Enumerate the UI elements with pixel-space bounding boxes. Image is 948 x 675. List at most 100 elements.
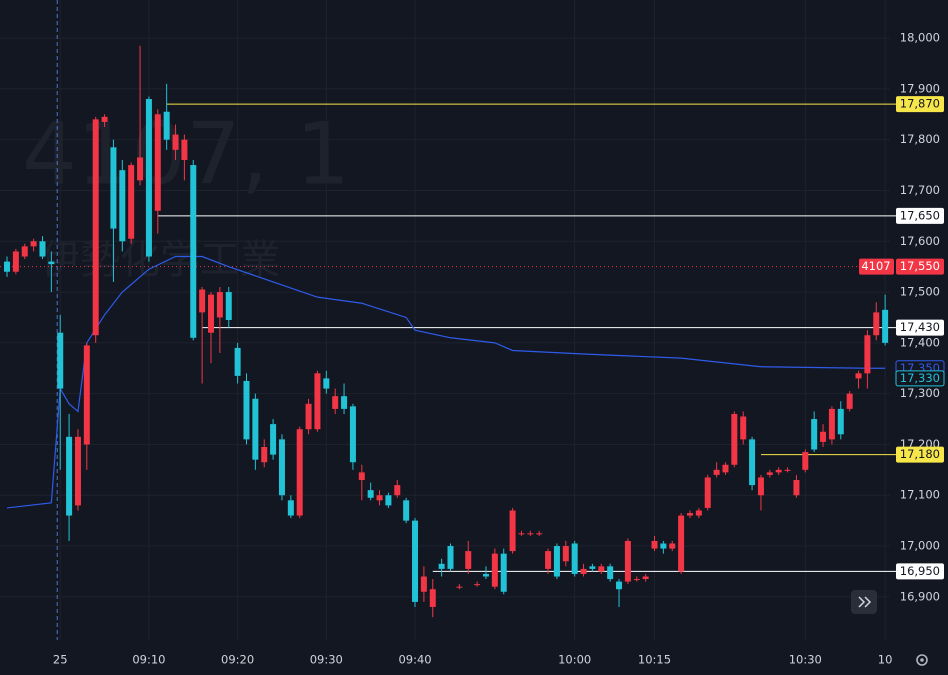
candle-body — [367, 490, 374, 498]
candle-body — [190, 165, 197, 338]
candle-body — [261, 446, 268, 463]
candle-body — [545, 551, 552, 569]
candle-body — [358, 472, 365, 480]
price-tag-label: 17,330 — [900, 371, 940, 385]
candle-body — [864, 335, 871, 374]
candle-body — [474, 584, 481, 586]
y-tick-label: 17,700 — [900, 183, 940, 197]
candle-body — [598, 566, 605, 572]
candle-body — [456, 586, 463, 588]
candle-body — [828, 408, 835, 440]
level-tag — [896, 446, 944, 463]
candle-body — [438, 563, 445, 569]
candle-body — [429, 589, 436, 607]
candle-body — [518, 533, 525, 535]
candle-body — [83, 345, 90, 445]
candle-body — [837, 408, 844, 435]
candle-body — [749, 439, 756, 486]
candle-body — [208, 294, 215, 333]
candle-body — [846, 393, 853, 409]
candle-body — [660, 543, 667, 549]
candle-body — [181, 139, 188, 160]
candle-body — [323, 378, 330, 389]
candle-body — [553, 546, 560, 577]
y-tick-label: 17,600 — [900, 234, 940, 248]
candle-body — [74, 436, 81, 506]
x-tick-label: 09:30 — [310, 653, 343, 667]
candle-body — [491, 553, 498, 587]
candle-body — [642, 576, 649, 580]
candle-body — [128, 165, 135, 239]
x-tick-label: 10 — [878, 653, 893, 667]
watermark-name: 伊勢化学工業 — [40, 237, 280, 283]
candle-body — [137, 157, 144, 181]
x-tick-label: 09:10 — [132, 653, 165, 667]
candle-body — [101, 116, 108, 122]
candle-body — [39, 241, 46, 257]
candle-body — [92, 119, 99, 336]
candle-body — [420, 576, 427, 592]
candle-body — [686, 513, 693, 516]
candle-body — [403, 500, 410, 521]
price-tag — [896, 258, 944, 275]
candle-body — [651, 540, 658, 549]
candle-body — [412, 520, 419, 602]
candle-body — [119, 170, 126, 242]
y-tick-label: 17,800 — [900, 132, 940, 146]
candle-body — [4, 261, 10, 272]
y-tick-label: 16,900 — [900, 589, 940, 603]
y-tick-label: 17,000 — [900, 539, 940, 553]
level-tag — [896, 563, 944, 580]
candle-body — [296, 429, 303, 516]
x-tick-label: 09:40 — [398, 653, 431, 667]
candle-body — [678, 515, 685, 572]
settings-button[interactable] — [916, 654, 928, 666]
candle-body — [562, 546, 569, 562]
candle-body — [243, 380, 250, 440]
candle-body — [811, 419, 818, 450]
candle-body — [314, 373, 321, 430]
candle-body — [607, 566, 614, 580]
level-label: 16,950 — [900, 564, 940, 578]
candle-body — [270, 424, 277, 455]
candle-body — [163, 111, 170, 140]
candle-body — [616, 581, 623, 590]
candle-body — [793, 480, 800, 496]
candle-body — [21, 246, 28, 257]
candle-body — [341, 396, 348, 409]
y-tick-label: 17,300 — [900, 386, 940, 400]
candle-body — [580, 568, 587, 574]
candle-body — [145, 99, 152, 257]
candle-body — [376, 495, 383, 501]
candle-body — [57, 332, 64, 389]
y-tick-label: 18,000 — [900, 31, 940, 45]
candle-body — [30, 241, 37, 247]
candle-body — [855, 373, 862, 379]
candle-body — [731, 413, 738, 465]
candle-body — [394, 485, 401, 496]
candle-body — [873, 312, 880, 336]
settings-dot — [920, 658, 924, 662]
symbol-tag — [859, 258, 894, 275]
candle-body — [12, 251, 19, 272]
candle-body — [500, 553, 507, 592]
candle-body — [695, 510, 702, 516]
candle-body — [775, 469, 782, 473]
level-label: 17,180 — [900, 447, 940, 461]
price-tag-label: 17,550 — [900, 259, 940, 273]
candle-body — [385, 495, 392, 506]
candle-body — [589, 566, 596, 569]
candle-body — [349, 406, 356, 463]
level-label: 17,430 — [900, 320, 940, 334]
candle-body — [704, 477, 711, 508]
candle-body — [465, 551, 472, 569]
y-tick-label: 17,100 — [900, 488, 940, 502]
candle-body — [252, 398, 259, 460]
candle-body — [234, 347, 241, 376]
candle-body — [766, 472, 773, 475]
symbol-tag-label: 4107 — [861, 259, 890, 273]
x-tick-label: 10:30 — [789, 653, 822, 667]
candle-body — [784, 469, 791, 471]
